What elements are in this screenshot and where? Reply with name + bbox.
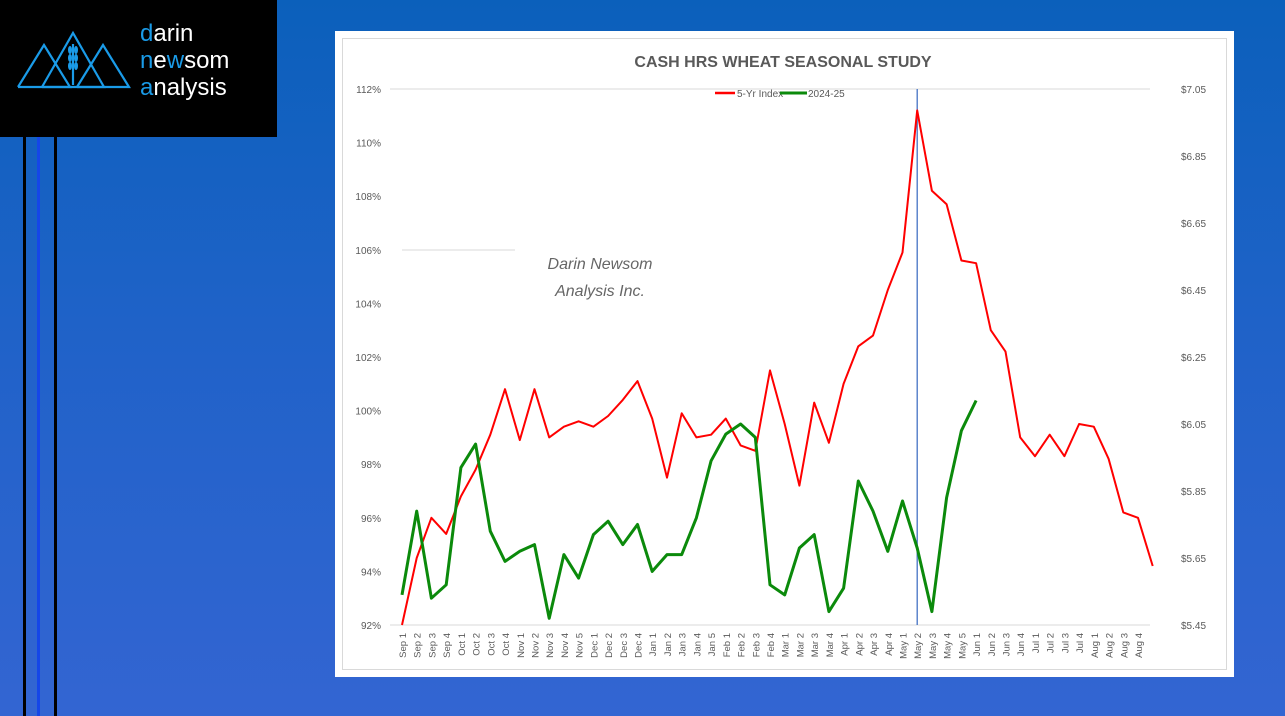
x-tick-label: Jun 2	[987, 633, 998, 656]
x-tick-label: Apr 4	[884, 633, 895, 656]
y-tick-right: $6.65	[1181, 219, 1206, 230]
x-tick-label: May 2	[913, 633, 924, 659]
x-tick-label: Feb 1	[722, 633, 733, 657]
decor-line	[37, 137, 40, 716]
y-tick-right: $5.65	[1181, 554, 1206, 565]
x-tick-label: Dec 3	[619, 633, 630, 658]
x-tick-label: Dec 1	[589, 633, 600, 658]
mountains-wheat-logo-icon	[17, 30, 131, 89]
x-tick-label: Jul 1	[1031, 633, 1042, 653]
x-tick-label: Nov 3	[545, 633, 556, 658]
series-5yr-index-line	[401, 109, 1154, 626]
watermark-line: Darin Newsom	[548, 256, 653, 273]
x-tick-label: Jan 4	[692, 633, 703, 656]
y-tick-left: 108%	[355, 192, 381, 203]
y-tick-right: $7.05	[1181, 85, 1206, 96]
x-tick-label: Nov 4	[560, 633, 571, 658]
y-tick-right: $6.85	[1181, 152, 1206, 163]
logo-letter: n	[140, 47, 154, 74]
logo-letter: w	[166, 47, 185, 74]
x-tick-label: Apr 3	[869, 633, 880, 656]
x-tick-label: Oct 2	[472, 633, 483, 656]
logo-letter: d	[140, 20, 154, 47]
x-tick-label: May 4	[943, 633, 954, 659]
x-tick-label: Aug 4	[1134, 633, 1145, 658]
x-tick-label: Jun 1	[972, 633, 983, 656]
x-tick-label: May 5	[957, 633, 968, 659]
x-tick-label: Nov 5	[575, 633, 586, 658]
y-tick-left: 102%	[355, 353, 381, 364]
x-tick-label: Apr 2	[854, 633, 865, 656]
chart-panel: CASH HRS WHEAT SEASONAL STUDY 5-Yr Index…	[335, 31, 1234, 677]
x-tick-label: Jul 3	[1060, 633, 1071, 653]
decor-line	[23, 137, 26, 716]
chart-title: CASH HRS WHEAT SEASONAL STUDY	[634, 54, 932, 71]
y-tick-left: 110%	[356, 139, 381, 150]
x-tick-label: Mar 3	[810, 633, 821, 657]
x-tick-label: Feb 2	[737, 633, 748, 657]
x-tick-label: Nov 2	[530, 633, 541, 658]
x-tick-label: Mar 4	[825, 633, 836, 657]
x-tick-label: May 1	[898, 633, 909, 659]
series-2024-25-line	[400, 399, 978, 620]
x-tick-label: Jun 3	[1002, 633, 1013, 656]
y-tick-right: $5.85	[1181, 487, 1206, 498]
logo-word: nalysis	[153, 74, 227, 101]
x-tick-label: Aug 3	[1119, 633, 1130, 658]
y-tick-left: 92%	[361, 621, 381, 632]
x-tick-label: Sep 4	[442, 633, 453, 658]
x-tick-label: Oct 4	[501, 633, 512, 656]
x-tick-label: Jan 2	[663, 633, 674, 656]
seasonal-chart: CASH HRS WHEAT SEASONAL STUDY 5-Yr Index…	[355, 54, 1206, 659]
x-tick-label: Mar 1	[781, 633, 792, 657]
logo-word: arin	[153, 20, 194, 47]
x-tick-label: Jan 3	[678, 633, 689, 656]
x-tick-label: Apr 1	[840, 633, 851, 656]
y-tick-left: 106%	[355, 246, 381, 257]
y-tick-left: 100%	[355, 407, 381, 418]
watermark-line: Analysis Inc.	[554, 283, 645, 300]
logo-letter: e	[153, 47, 167, 74]
x-tick-label: Dec 4	[634, 633, 645, 658]
y-tick-left: 104%	[355, 299, 381, 310]
x-tick-label: Sep 2	[413, 633, 424, 658]
x-tick-label: Jan 5	[707, 633, 718, 656]
logo-wordmark: darin newsom analysis	[140, 20, 229, 101]
x-tick-label: May 3	[928, 633, 939, 659]
logo-letter: a	[140, 74, 154, 101]
x-tick-label: Mar 2	[795, 633, 806, 657]
x-tick-label: Dec 2	[604, 633, 615, 658]
logo: darin newsom analysis	[0, 0, 277, 137]
x-tick-label: Feb 3	[751, 633, 762, 657]
y-tick-left: 94%	[361, 567, 381, 578]
x-tick-label: Nov 1	[516, 633, 527, 658]
y-tick-right: $6.05	[1181, 420, 1206, 431]
legend-label: 2024-25	[808, 89, 845, 100]
x-tick-label: Aug 1	[1090, 633, 1101, 658]
y-tick-left: 96%	[361, 514, 381, 525]
y-tick-right: $5.45	[1181, 621, 1206, 632]
x-tick-label: Aug 2	[1105, 633, 1116, 658]
y-tick-right: $6.45	[1181, 286, 1206, 297]
y-tick-left: 112%	[356, 85, 381, 96]
x-tick-label: Jan 1	[648, 633, 659, 656]
y-tick-right: $6.25	[1181, 353, 1206, 364]
x-tick-label: Oct 3	[486, 633, 497, 656]
logo-word: som	[184, 47, 230, 74]
legend-label: 5-Yr Index	[737, 89, 783, 100]
x-tick-label: Oct 1	[457, 633, 468, 656]
decor-line	[54, 137, 57, 716]
x-tick-label: Jul 2	[1046, 633, 1057, 653]
x-tick-label: Sep 1	[398, 633, 409, 658]
y-tick-left: 98%	[361, 460, 381, 471]
x-tick-label: Sep 3	[427, 633, 438, 658]
x-tick-label: Jun 4	[1016, 633, 1027, 656]
x-tick-label: Feb 4	[766, 633, 777, 657]
x-tick-label: Jul 4	[1075, 633, 1086, 653]
